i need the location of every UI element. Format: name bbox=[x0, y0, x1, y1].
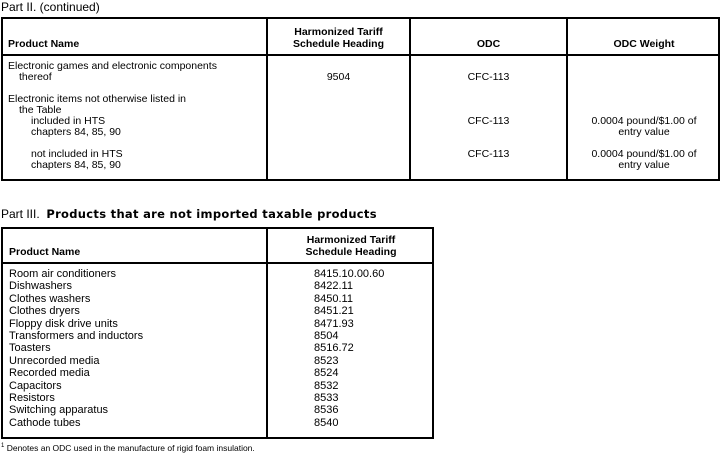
odc-weight-cont: entry value bbox=[618, 159, 670, 171]
hts-column: 8415.10.00.60 8422.11 8450.11 8451.21 8471.9… bbox=[314, 268, 384, 429]
table-row-product: Cathode tubes bbox=[9, 416, 81, 429]
table-row-hts: 8533 bbox=[314, 391, 339, 404]
header-product-name: Product Name bbox=[8, 38, 80, 50]
footnote-text: Denotes an ODC used in the manufacture o… bbox=[6, 443, 255, 453]
product-name-cont: the Table bbox=[19, 104, 62, 116]
header-divider bbox=[1, 54, 720, 56]
header-odc-weight: ODC Weight bbox=[613, 38, 675, 50]
table-row-product: Capacitors bbox=[9, 379, 62, 392]
odc-weight-value: 0.0004 pound/$1.00 of bbox=[591, 148, 697, 160]
product-name: not included in HTS bbox=[31, 148, 123, 160]
table-row-product: Recorded media bbox=[9, 367, 90, 380]
table-row-product: Clothes washers bbox=[9, 292, 91, 305]
product-name: Electronic items not otherwise listed in bbox=[8, 93, 186, 105]
product-column: Room air conditioners Dishwashers Clothes … bbox=[9, 268, 143, 429]
footnote: 1 Denotes an ODC used in the manufacture… bbox=[1, 443, 255, 453]
header-divider bbox=[1, 262, 434, 264]
table-row-product: Clothes dryers bbox=[9, 305, 80, 318]
table-row-product: Transformers and inductors bbox=[9, 329, 144, 342]
product-name-cont: chapters 84, 85, 90 bbox=[31, 126, 121, 138]
table-row-hts: 8504 bbox=[314, 329, 339, 342]
odc-value: CFC-113 bbox=[467, 115, 510, 127]
column-divider bbox=[266, 227, 268, 439]
table-row-product: Floppy disk drive units bbox=[9, 317, 118, 330]
part3-label: Part III. bbox=[1, 207, 40, 221]
footnote-marker: 1 bbox=[1, 443, 5, 450]
table-row-product: Resistors bbox=[9, 391, 55, 404]
odc-value: CFC-113 bbox=[467, 148, 510, 160]
table-row-hts: 8422.11 bbox=[314, 280, 353, 293]
table-row-product: Switching apparatus bbox=[9, 404, 109, 417]
table-row-product: Toasters bbox=[9, 342, 51, 355]
table-row-hts: 8451.21 bbox=[314, 305, 354, 318]
table-row-hts: 8540 bbox=[314, 416, 339, 429]
header-hts: Harmonized Tariff Schedule Heading bbox=[305, 234, 397, 258]
table-row-product: Unrecorded media bbox=[9, 354, 100, 367]
table-row-product: Room air conditioners bbox=[9, 268, 116, 280]
product-name-cont: thereof bbox=[19, 71, 52, 83]
table-row-hts: 8415.10.00.60 bbox=[314, 268, 385, 280]
table-row-hts: 8450.11 bbox=[314, 292, 353, 305]
product-name: Electronic games and electronic componen… bbox=[8, 60, 217, 72]
part3-heading: Products that are not imported taxable p… bbox=[46, 207, 377, 221]
part3-table-border bbox=[1, 227, 434, 439]
odc-weight-cont: entry value bbox=[618, 126, 670, 138]
product-name: included in HTS bbox=[31, 115, 106, 127]
column-divider bbox=[566, 17, 568, 181]
table-row-hts: 8471.93 bbox=[314, 317, 354, 330]
header-odc: ODC bbox=[476, 38, 501, 50]
column-divider bbox=[266, 17, 268, 181]
table-row-product: Dishwashers bbox=[9, 280, 72, 293]
header-product-name: Product Name bbox=[9, 246, 81, 258]
table-row-hts: 8523 bbox=[314, 354, 339, 367]
header-hts: Harmonized Tariff Schedule Heading bbox=[292, 26, 385, 50]
table-row-hts: 8536 bbox=[314, 404, 339, 417]
odc-weight-value: 0.0004 pound/$1.00 of bbox=[591, 115, 697, 127]
part3-title: Part III. Products that are not imported… bbox=[1, 207, 377, 221]
product-name-cont: chapters 84, 85, 90 bbox=[31, 159, 121, 171]
hts-value: 9504 bbox=[326, 71, 351, 83]
table-row-hts: 8532 bbox=[314, 379, 339, 392]
table-row-hts: 8516.72 bbox=[314, 342, 354, 355]
part2-table-border bbox=[1, 17, 720, 181]
column-divider bbox=[409, 17, 411, 181]
part2-title: Part II. (continued) bbox=[1, 0, 100, 14]
table-row-hts: 8524 bbox=[314, 367, 339, 380]
odc-value: CFC-113 bbox=[467, 71, 510, 83]
